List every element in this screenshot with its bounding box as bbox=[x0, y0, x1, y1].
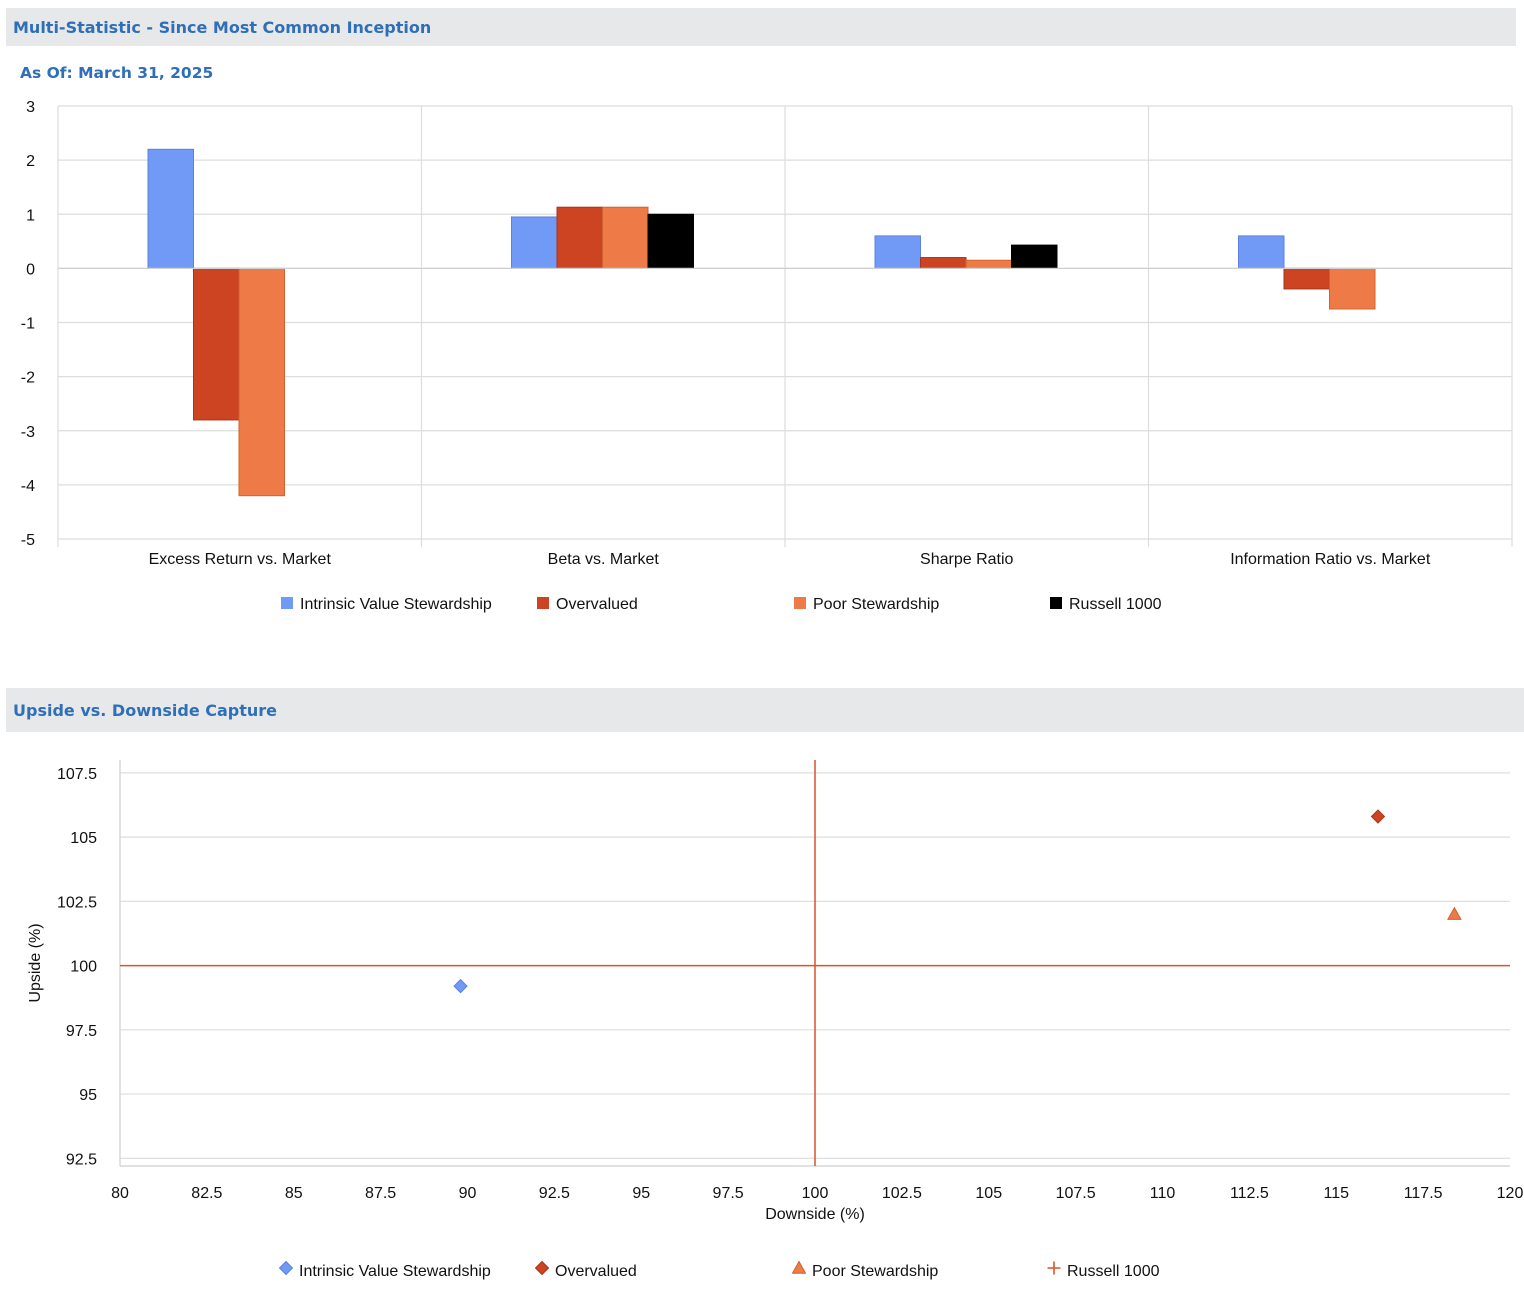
y-tick-label: -3 bbox=[21, 424, 35, 441]
bar-overvalued bbox=[556, 206, 603, 269]
y-tick-label: 92.5 bbox=[66, 1151, 97, 1168]
legend-label: Poor Stewardship bbox=[812, 1263, 938, 1280]
bar-overvalued bbox=[193, 267, 240, 421]
y-tick-label: 3 bbox=[26, 99, 35, 116]
legend-label: Overvalued bbox=[556, 596, 638, 613]
x-tick-label: 87.5 bbox=[365, 1185, 396, 1202]
y-tick-label: -1 bbox=[21, 316, 35, 333]
legend-marker bbox=[1047, 1261, 1061, 1275]
category-label: Information Ratio vs. Market bbox=[1230, 551, 1431, 568]
bar-overvalued bbox=[920, 257, 967, 269]
y-tick-label: 1 bbox=[26, 207, 35, 224]
x-tick-label: 112.5 bbox=[1230, 1185, 1269, 1202]
x-tick-label: 82.5 bbox=[191, 1185, 222, 1202]
category-label: Sharpe Ratio bbox=[920, 551, 1013, 568]
y-tick-label: 95 bbox=[79, 1087, 97, 1104]
y-tick-label: 2 bbox=[26, 153, 35, 170]
as-of-date: As Of: March 31, 2025 bbox=[20, 64, 214, 82]
bar-poor-stewardship bbox=[602, 206, 649, 269]
legend-label: Intrinsic Value Stewardship bbox=[300, 596, 492, 613]
legend-label: Russell 1000 bbox=[1069, 596, 1162, 613]
x-tick-label: 90 bbox=[459, 1185, 477, 1202]
legend-swatch bbox=[537, 597, 549, 609]
x-tick-label: 95 bbox=[632, 1185, 650, 1202]
x-axis-title: Downside (%) bbox=[765, 1206, 865, 1223]
x-tick-label: 107.5 bbox=[1056, 1185, 1096, 1202]
y-tick-label: -4 bbox=[21, 478, 35, 495]
y-tick-label: 0 bbox=[26, 261, 35, 278]
legend-swatch bbox=[281, 597, 293, 609]
bar-poor-stewardship bbox=[1329, 267, 1376, 310]
bar-intrinsic-value-stewardship bbox=[1238, 235, 1285, 269]
legend-label: Intrinsic Value Stewardship bbox=[299, 1263, 491, 1280]
bar-intrinsic-value-stewardship bbox=[147, 148, 194, 269]
section-header-multi-statistic: Multi-Statistic - Since Most Common Ince… bbox=[6, 8, 1516, 46]
bar-intrinsic-value-stewardship bbox=[511, 216, 558, 269]
bar-russell-1000 bbox=[1011, 244, 1058, 269]
section-header-capture: Upside vs. Downside Capture bbox=[6, 688, 1524, 732]
legend-swatch bbox=[794, 597, 806, 609]
legend-marker bbox=[534, 1260, 550, 1276]
x-tick-label: 92.5 bbox=[539, 1185, 570, 1202]
bar-poor-stewardship bbox=[965, 259, 1012, 269]
x-tick-label: 100 bbox=[802, 1185, 829, 1202]
x-tick-label: 80 bbox=[111, 1185, 129, 1202]
y-tick-label: -2 bbox=[21, 370, 35, 387]
y-tick-label: 100 bbox=[70, 959, 97, 976]
y-tick-label: 107.5 bbox=[57, 766, 97, 783]
x-tick-label: 115 bbox=[1323, 1185, 1349, 1202]
legend-label: Overvalued bbox=[555, 1263, 637, 1280]
point-intrinsic-value-stewardship bbox=[453, 978, 468, 994]
category-label: Beta vs. Market bbox=[548, 551, 660, 568]
point-poor-stewardship bbox=[1447, 906, 1462, 920]
y-tick-label: 102.5 bbox=[57, 894, 97, 911]
x-tick-label: 97.5 bbox=[713, 1185, 744, 1202]
category-label: Excess Return vs. Market bbox=[149, 551, 332, 568]
bar-russell-1000 bbox=[647, 213, 694, 269]
x-tick-label: 117.5 bbox=[1404, 1185, 1443, 1202]
y-tick-label: 97.5 bbox=[66, 1023, 97, 1040]
bar-poor-stewardship bbox=[238, 267, 285, 497]
y-tick-label: -5 bbox=[21, 532, 35, 549]
x-tick-label: 102.5 bbox=[882, 1185, 922, 1202]
x-tick-label: 105 bbox=[975, 1185, 1002, 1202]
y-tick-label: 105 bbox=[70, 830, 97, 847]
bar-intrinsic-value-stewardship bbox=[874, 235, 921, 269]
bar-chart: 3 2 1 0 -1 -2 -3 -4 -5 Excess Return vs. Market Be… bbox=[21, 99, 1513, 613]
legend-marker bbox=[791, 1260, 807, 1274]
section-title: Upside vs. Downside Capture bbox=[13, 701, 278, 720]
legend-marker bbox=[278, 1260, 294, 1276]
x-tick-label: 110 bbox=[1150, 1185, 1176, 1202]
point-overvalued bbox=[1370, 809, 1386, 824]
y-axis-title: Upside (%) bbox=[27, 923, 44, 1002]
bar-overvalued bbox=[1283, 267, 1330, 290]
legend-label: Poor Stewardship bbox=[813, 596, 939, 613]
section-title: Multi-Statistic - Since Most Common Ince… bbox=[13, 18, 432, 37]
legend-label: Russell 1000 bbox=[1067, 1263, 1160, 1280]
x-tick-label: 120 bbox=[1497, 1185, 1524, 1202]
legend-swatch bbox=[1050, 597, 1062, 609]
x-tick-label: 85 bbox=[285, 1185, 303, 1202]
